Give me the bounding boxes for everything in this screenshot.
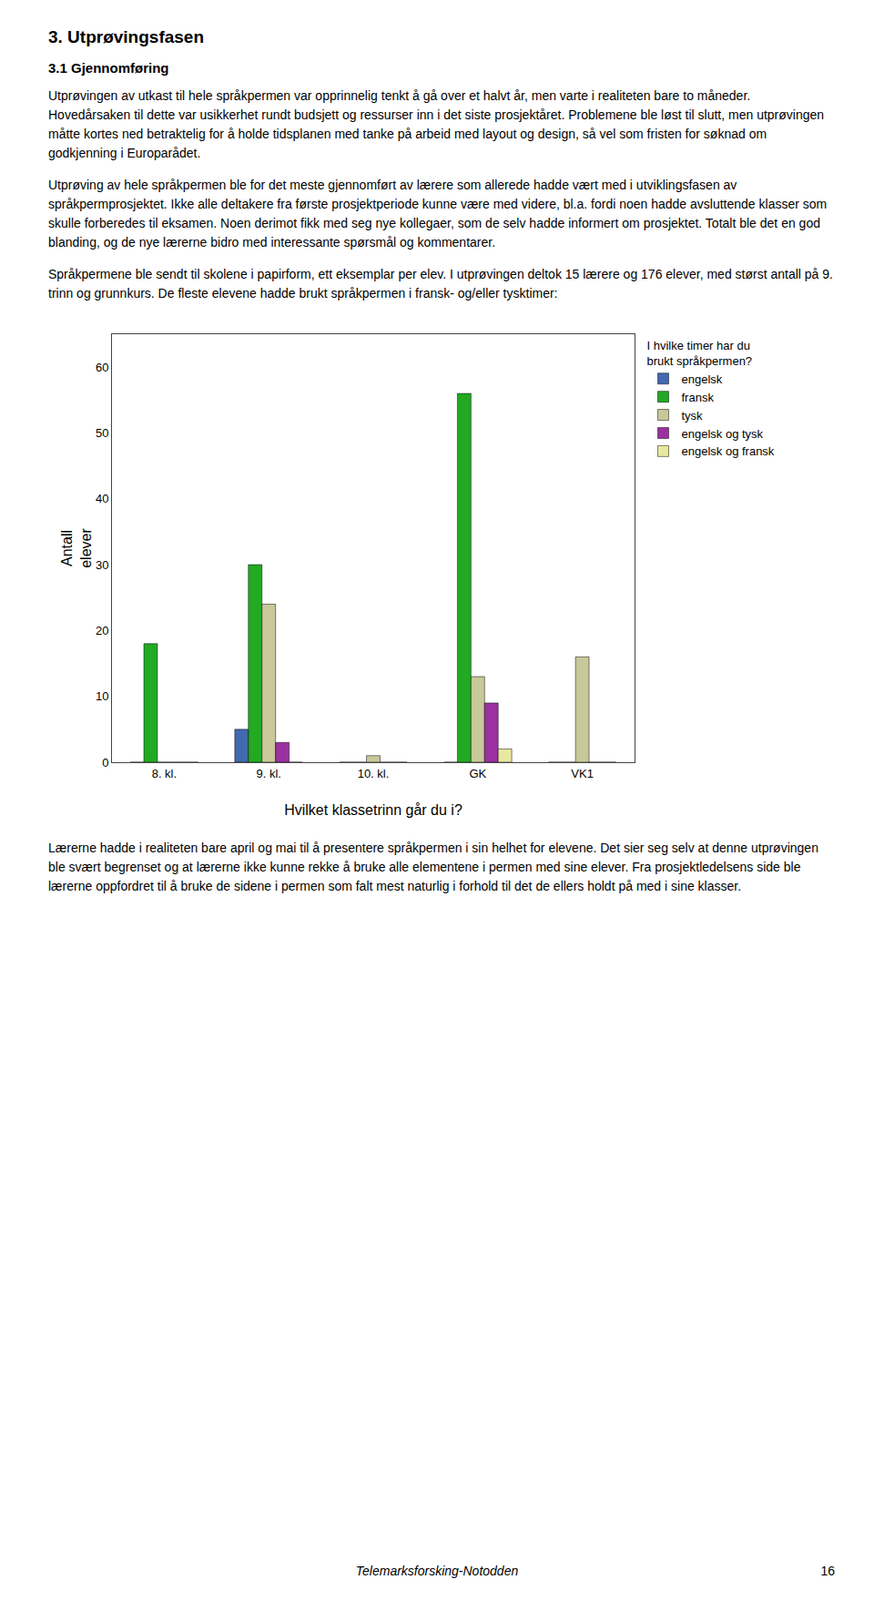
svg-text:engelsk og fransk: engelsk og fransk (680, 444, 774, 458)
html-text:16: 16 (820, 1563, 835, 1578)
svg-text:fransk: fransk (680, 390, 714, 405)
svg-text:40: 40 (95, 491, 109, 506)
svg-text:GK: GK (468, 766, 487, 781)
svg-text:30: 30 (95, 558, 109, 572)
svg-text:tysk: tysk (680, 408, 703, 423)
svg-text:9. kl.: 9. kl. (255, 766, 281, 781)
svg-text:10. kl.: 10. kl. (357, 766, 390, 781)
svg-text:engelsk og tysk: engelsk og tysk (680, 426, 763, 441)
svg-text:50: 50 (95, 426, 109, 440)
html-text:Utprøving av hele språkpermen: Utprøving av hele språkpermen ble for de… (48, 177, 827, 250)
html-text:3. Utprøvingsfasen: 3. Utprøvingsfasen (48, 27, 204, 47)
svg-text:VK1: VK1 (570, 766, 594, 781)
svg-text:8. kl.: 8. kl. (152, 766, 177, 781)
svg-text:Antallelever: Antallelever (59, 528, 94, 569)
html-text:3.1 Gjennomføring: 3.1 Gjennomføring (48, 60, 169, 76)
html-text:Språkpermene ble sendt til sko: Språkpermene ble sendt til skolene i pap… (48, 266, 834, 301)
html-text:Utprøvingen av utkast til hele: Utprøvingen av utkast til hele språkperm… (48, 88, 825, 161)
svg-text:10: 10 (95, 689, 109, 703)
svg-text:Hvilket klassetrinn går du i?: Hvilket klassetrinn går du i? (284, 802, 463, 818)
svg-text:20: 20 (95, 623, 109, 638)
svg-text:engelsk: engelsk (680, 372, 722, 387)
html-text:Lærerne hadde i realiteten bar: Lærerne hadde i realiteten bare april og… (48, 840, 819, 894)
html-text:Telemarksforsking-Notodden: Telemarksforsking-Notodden (355, 1563, 519, 1578)
svg-text:I hvilke timer har dubrukt spr: I hvilke timer har dubrukt språkpermen? (646, 338, 753, 368)
svg-text:60: 60 (95, 360, 109, 375)
svg-text:0: 0 (101, 755, 109, 770)
